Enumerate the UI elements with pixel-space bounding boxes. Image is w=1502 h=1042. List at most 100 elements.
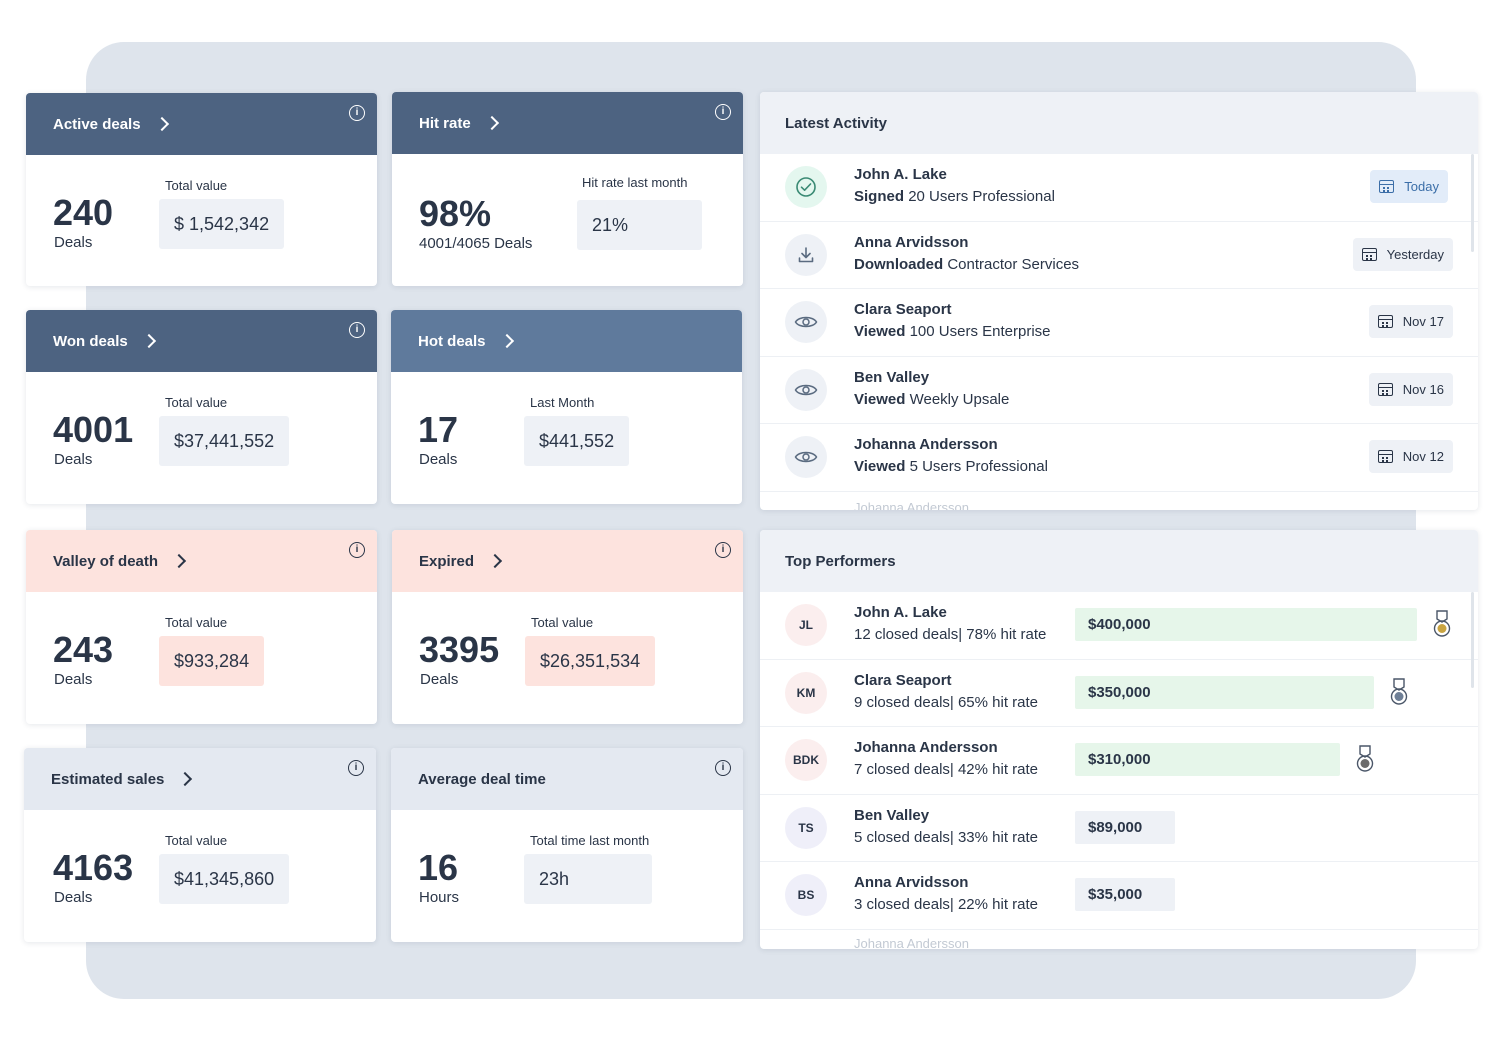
performer-amount-bar: $35,000 [1075,878,1175,911]
performer-list: JL John A. Lake 12 closed deals| 78% hit r… [760,592,1478,930]
value-box: $441,552 [524,416,630,466]
activity-object: 100 Users Enterprise [909,323,1051,340]
overflow-row-name: Johanna Andersson [854,500,969,510]
activity-description: Downloaded Contractor Services [854,256,1079,273]
active-deals-card: Active deals i 240 Deals Total value $ 1… [26,93,377,286]
value-label: Last Month [530,395,595,410]
calendar-icon [1377,450,1393,463]
performer-row[interactable]: JL John A. Lake 12 closed deals| 78% hit r… [760,592,1478,660]
info-icon[interactable]: i [349,542,365,558]
chevron-right-icon[interactable] [141,333,156,349]
expired-header[interactable]: Expired i [392,530,743,592]
activity-action: Viewed [854,323,906,340]
performer-amount-bar: $310,000 [1075,743,1340,776]
activity-object: 5 Users Professional [909,458,1048,475]
chevron-right-icon[interactable] [171,553,187,569]
performer-name: Anna Arvidsson [854,874,969,891]
activity-date: Today [1404,179,1439,194]
activity-row[interactable]: Clara Seaport Viewed 100 Users Enterpris… [760,289,1478,357]
info-icon[interactable]: i [715,104,731,120]
date-chip: Today [1370,170,1448,203]
card-title: Won deals [53,332,128,350]
activity-row[interactable]: Anna Arvidsson Downloaded Contractor Ser… [760,222,1478,289]
chevron-right-icon[interactable] [178,771,193,787]
info-icon[interactable]: i [715,542,731,558]
performer-row[interactable]: TS Ben Valley 5 closed deals| 33% hit rate… [760,795,1478,862]
deal-unit: Deals [420,671,459,688]
date-chip: Nov 17 [1368,305,1453,338]
scrollbar[interactable] [1471,154,1474,252]
activity-row[interactable]: Johanna Andersson Viewed 5 Users Profess… [760,424,1478,492]
avatar-initials: TS [798,820,814,835]
won-deals-card: Won deals i 4001 Deals Total value $37,4… [26,310,377,504]
performer-name: Johanna Andersson [854,739,998,756]
performer-name: Ben Valley [854,806,930,824]
performer-row[interactable]: BS Anna Arvidsson 3 closed deals| 22% hit … [760,862,1478,930]
performer-name: Clara Seaport [854,671,952,689]
valley-of-death-header[interactable]: Valley of death i [26,530,377,592]
activity-action: Viewed [854,390,906,408]
hit-rate-header[interactable]: Hit rate i [392,92,743,154]
performer-name: John A. Lake [854,604,947,621]
medal-icon [1390,677,1408,705]
value-label: Total time last month [530,833,650,848]
estimated-sales-header[interactable]: Estimated sales i [24,748,376,810]
avatar: KM [785,671,827,714]
value-box: $37,441,552 [159,416,290,466]
chevron-right-icon[interactable] [487,553,503,569]
activity-row[interactable]: Ben Valley Viewed Weekly Upsale Nov 16 [760,357,1478,424]
info-icon[interactable]: i [349,105,365,121]
eye-icon [785,301,827,343]
performer-stats: 12 closed deals| 78% hit rate [854,626,1047,643]
performer-stats: 9 closed deals| 65% hit rate [854,693,1039,711]
avatar: JL [785,604,827,646]
chevron-right-icon[interactable] [154,116,169,132]
value-label: Total value [165,833,228,848]
activity-name: Clara Seaport [854,301,952,318]
activity-action: Signed [854,188,905,205]
deal-unit: Deals [54,451,93,468]
avatar-initials: JL [798,618,813,632]
deal-unit: Deals [419,451,458,468]
eye-icon [785,436,827,478]
activity-date: Nov 17 [1402,314,1444,329]
activity-name: Anna Arvidsson [854,233,969,251]
value-label: Total value [165,395,228,410]
activity-object: 20 Users Professional [908,188,1055,205]
valley-of-death-card: Valley of death i 243 Deals Total value … [26,530,377,724]
avatar-initials: BDK [793,753,819,767]
performer-row[interactable]: BDK Johanna Andersson 7 closed deals| 42% … [760,727,1478,795]
deal-count: 4163 [53,847,134,888]
avatar: BDK [785,739,827,781]
info-icon[interactable]: i [348,760,364,776]
chevron-right-icon[interactable] [499,333,514,349]
average-deal-time-header[interactable]: Average deal time i [391,748,743,810]
scrollbar[interactable] [1471,592,1474,688]
activity-name: Ben Valley [854,368,930,386]
info-icon[interactable]: i [715,760,731,776]
performer-row[interactable]: KM Clara Seaport 9 closed deals| 65% hit r… [760,660,1478,727]
info-icon[interactable]: i [349,322,365,338]
active-deals-header[interactable]: Active deals i [26,93,377,155]
activity-row[interactable]: John A. Lake Signed 20 Users Professiona… [760,154,1478,222]
won-deals-header[interactable]: Won deals i [26,310,377,372]
avatar: TS [785,806,827,849]
hit-rate-card: Hit rate i 98% 4001/4065 Deals Hit rate … [392,92,743,286]
download-icon [785,233,827,276]
latest-activity-title: Latest Activity [760,92,1478,154]
card-title: Estimated sales [51,770,165,788]
deal-count: 3395 [419,629,500,670]
hot-deals-header[interactable]: Hot deals [391,310,742,372]
performer-amount-bar: $89,000 [1075,810,1175,844]
value-label: Hit rate last month [582,175,688,190]
card-title: Valley of death [53,552,159,570]
estimated-sales-card: Estimated sales i 4163 Deals Total value… [24,748,376,942]
chevron-right-icon[interactable] [484,115,499,131]
check-circle-icon [785,166,827,208]
activity-description: Viewed 100 Users Enterprise [854,323,1051,340]
deal-unit: Deals [54,671,93,688]
medal-icon [1433,610,1451,637]
overflow-row-name: Johanna Andersson [854,936,969,949]
performer-stats: 3 closed deals| 22% hit rate [854,896,1039,913]
activity-name: Johanna Andersson [854,436,998,453]
